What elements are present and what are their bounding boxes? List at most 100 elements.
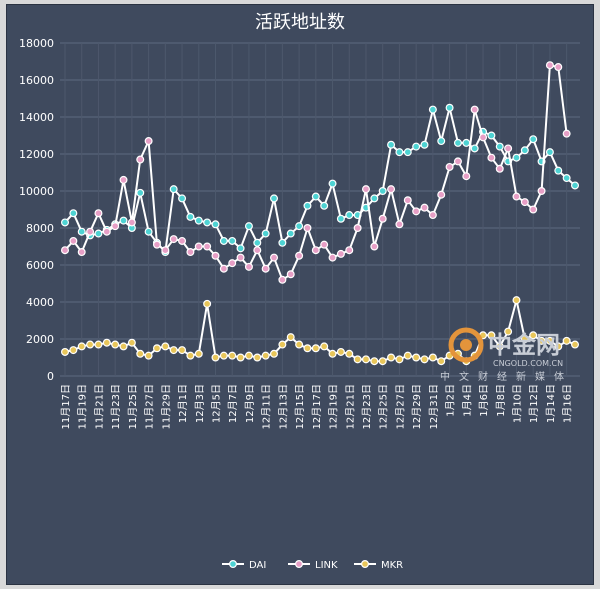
data-point-dai (253, 238, 262, 247)
data-point-dai (94, 229, 103, 238)
data-point-dai (529, 135, 538, 144)
data-point-mkr (487, 331, 496, 340)
x-tick-label: 12月15日 (294, 384, 306, 429)
data-point-link (495, 164, 504, 173)
data-point-mkr (495, 342, 504, 351)
x-tick-label: 11月25日 (127, 384, 139, 429)
data-point-dai (270, 194, 279, 203)
data-point-dai (545, 148, 554, 157)
data-point-dai (345, 211, 354, 220)
data-point-link (152, 240, 161, 249)
data-point-mkr (303, 344, 312, 353)
data-point-mkr (244, 351, 253, 360)
data-point-link (178, 236, 187, 245)
data-point-mkr (554, 342, 563, 351)
data-point-link (520, 198, 529, 207)
series-mkr (60, 296, 579, 366)
series-dai (60, 103, 579, 257)
data-point-dai (412, 142, 421, 151)
data-point-mkr (370, 357, 379, 366)
legend-item-link: LINK (288, 559, 338, 571)
data-point-dai (320, 201, 329, 210)
legend: DAI LINK MKR (222, 559, 403, 571)
x-tick-label: 12月29日 (411, 384, 423, 429)
data-point-link (453, 157, 462, 166)
data-point-link (470, 105, 479, 114)
x-tick-label: 11月21日 (93, 384, 105, 429)
data-point-link (94, 209, 103, 218)
x-tick-label: 1月16日 (562, 384, 574, 423)
legend-item-mkr: MKR (354, 559, 403, 571)
data-point-dai (77, 227, 86, 236)
chart-title: 活跃地址数 (255, 12, 345, 33)
data-point-link (345, 246, 354, 255)
x-tick-label: 12月11日 (261, 384, 273, 429)
data-point-dai (295, 222, 304, 231)
data-point-link (303, 224, 312, 233)
x-tick-label: 11月29日 (160, 384, 172, 429)
data-point-link (437, 190, 446, 199)
x-tick-label: 11月17日 (60, 384, 72, 429)
data-point-link (529, 205, 538, 214)
y-tick-label: 14000 (19, 111, 54, 124)
legend-marker (361, 559, 370, 568)
data-point-link (136, 155, 145, 164)
data-point-link (127, 218, 136, 227)
data-point-dai (261, 229, 270, 238)
data-point-mkr (545, 336, 554, 345)
data-point-dai (136, 188, 145, 197)
data-point-link (86, 227, 95, 236)
data-point-dai (311, 192, 320, 201)
data-point-dai (60, 218, 69, 227)
legend-item-dai: DAI (222, 559, 266, 571)
data-point-mkr (253, 353, 262, 362)
data-point-link (286, 270, 295, 279)
data-point-link (420, 203, 429, 212)
data-point-link (445, 162, 454, 171)
data-point-mkr (270, 349, 279, 358)
data-point-link (403, 196, 412, 205)
data-point-dai (236, 244, 245, 253)
data-point-mkr (152, 344, 161, 353)
data-point-mkr (395, 355, 404, 364)
data-point-mkr (236, 353, 245, 362)
data-point-dai (119, 216, 128, 225)
data-point-dai (194, 216, 203, 225)
x-axis: 11月17日 11月19日 11月21日 11月23日 11月25日 11月27日 11月2… (60, 384, 574, 429)
data-point-dai (244, 222, 253, 231)
data-point-dai (203, 218, 212, 227)
x-tick-label: 1月8日 (495, 384, 507, 417)
data-point-mkr (102, 338, 111, 347)
data-point-link (203, 242, 212, 251)
y-tick-label: 8000 (26, 222, 54, 235)
y-tick-label: 0 (47, 370, 54, 383)
x-tick-label: 12月25日 (378, 384, 390, 429)
legend-label: MKR (381, 560, 403, 571)
data-point-mkr (169, 346, 178, 355)
data-point-link (412, 207, 421, 216)
x-tick-label: 12月27日 (394, 384, 406, 429)
data-point-link (253, 246, 262, 255)
series-group (60, 61, 579, 366)
x-tick-label: 1月4日 (461, 384, 473, 417)
data-point-mkr (111, 340, 120, 349)
data-point-link (295, 251, 304, 260)
data-point-mkr (161, 342, 170, 351)
data-point-link (479, 133, 488, 142)
data-point-link (562, 129, 571, 138)
data-point-link (261, 264, 270, 273)
data-point-mkr (77, 342, 86, 351)
data-point-dai (554, 166, 563, 175)
data-point-dai (219, 236, 228, 245)
data-point-link (144, 137, 153, 146)
data-point-mkr (261, 351, 270, 360)
data-point-mkr (295, 340, 304, 349)
data-point-mkr (504, 327, 513, 336)
legend-label: LINK (315, 560, 338, 571)
y-tick-label: 6000 (26, 259, 54, 272)
x-tick-label: 12月3日 (194, 384, 206, 423)
data-point-mkr (228, 351, 237, 360)
x-tick-label: 12月31日 (428, 384, 440, 429)
data-point-link (111, 222, 120, 231)
